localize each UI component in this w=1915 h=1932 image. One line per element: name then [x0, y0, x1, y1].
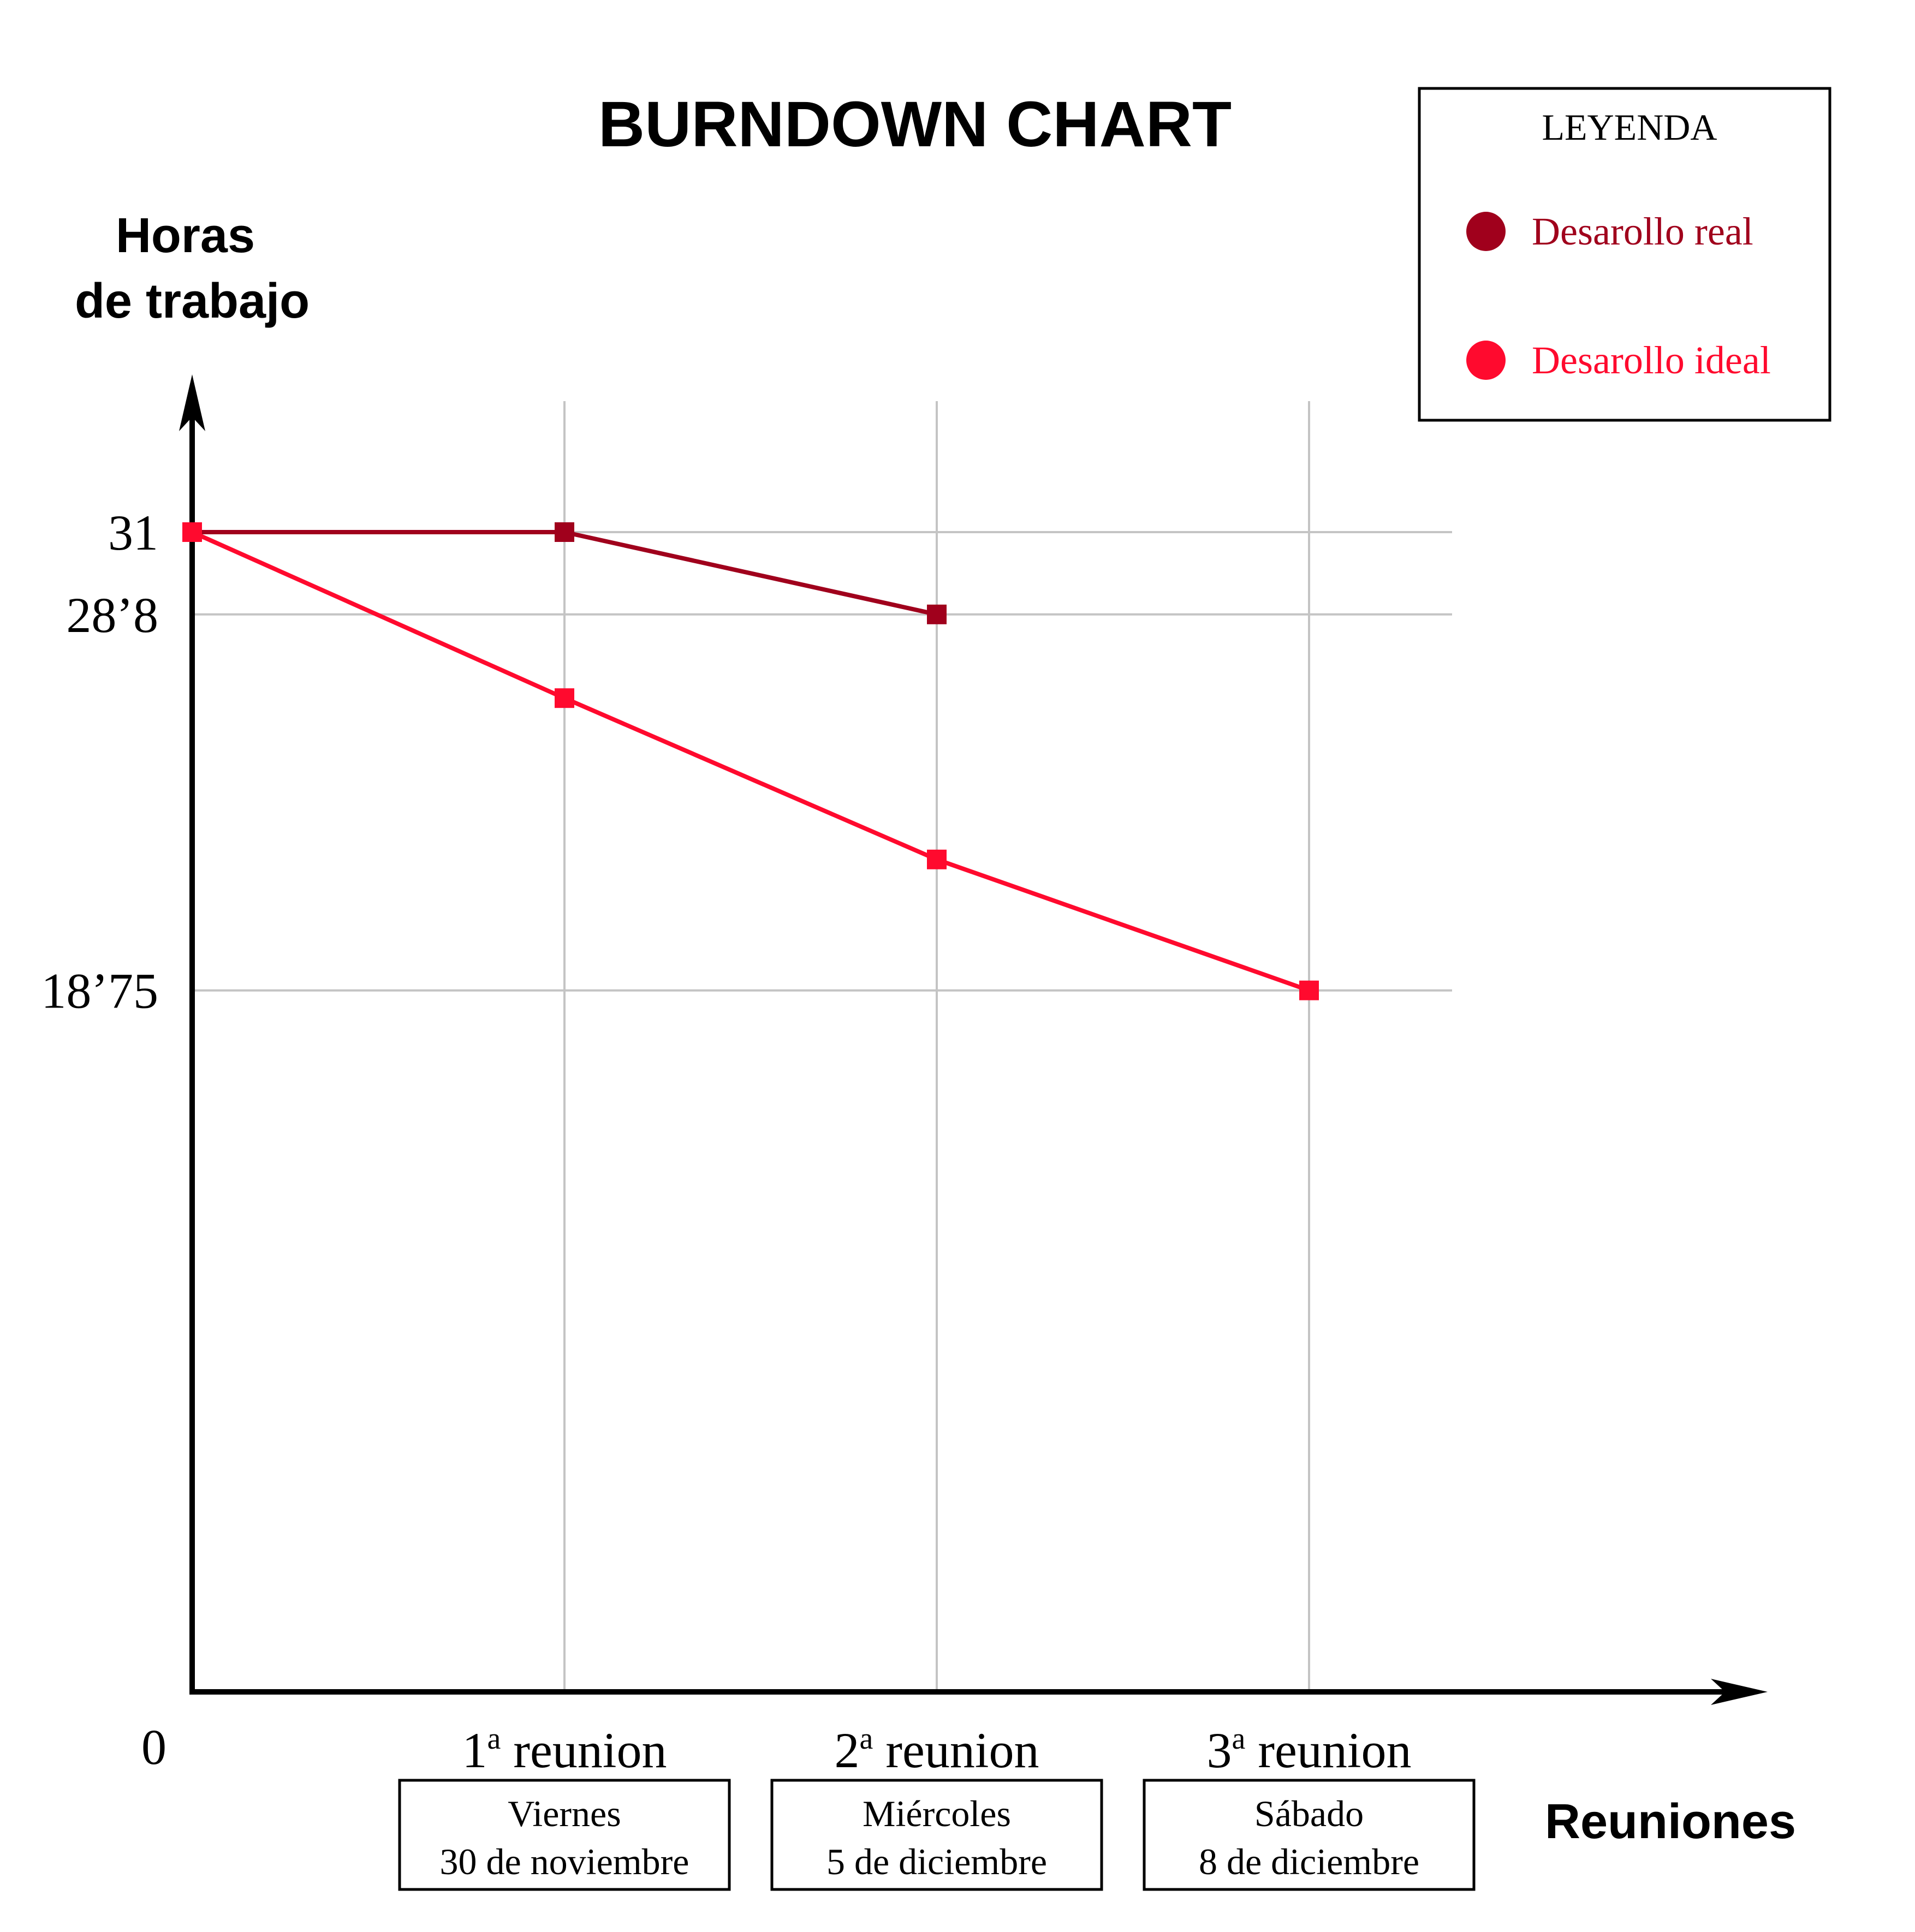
date-box	[1143, 1779, 1476, 1891]
date-box-date: 30 de noviembre	[440, 1841, 689, 1882]
x-axis-label: Reuniones	[1545, 1794, 1796, 1849]
axes	[179, 374, 1768, 1705]
data-point	[555, 688, 574, 708]
y-axis-label-line-2: de trabajo	[75, 274, 310, 329]
legend: LEYENDA Desarollo real Desarollo ideal	[1418, 87, 1831, 422]
series-lines	[191, 530, 1310, 993]
x-tick-superscript: a	[860, 1722, 873, 1756]
date-box-day: Sábado	[1254, 1793, 1364, 1834]
date-box-day: Miércoles	[863, 1793, 1011, 1834]
y-tick-labels: 31 28’8 18’75	[41, 505, 158, 1019]
x-tick-label: 2a reunion	[835, 1722, 1039, 1778]
data-point	[927, 604, 947, 624]
x-tick-label: 1a reunion	[462, 1722, 667, 1778]
x-tick-superscript: a	[487, 1722, 501, 1756]
y-tick-label: 31	[108, 505, 158, 560]
x-tick-ordinal: 2	[835, 1722, 860, 1778]
data-point	[182, 522, 202, 542]
date-box-date: 8 de diciembre	[1199, 1841, 1419, 1882]
date-box-day: Viernes	[508, 1793, 621, 1834]
y-tick-label: 18’75	[41, 963, 158, 1019]
x-tick-word: reunion	[501, 1722, 667, 1778]
y-tick-label: 28’8	[66, 587, 158, 643]
grid-lines	[192, 401, 1452, 1692]
series-line	[191, 530, 1310, 993]
x-tick-label: 3a reunion	[1207, 1722, 1412, 1778]
origin-label: 0	[141, 1719, 166, 1775]
date-box	[398, 1779, 731, 1891]
x-tick-ordinal: 1	[462, 1722, 487, 1778]
x-tick-word: reunion	[873, 1722, 1039, 1778]
y-axis-label-line-1: Horas	[116, 208, 255, 263]
legend-title: LEYENDA	[1542, 106, 1717, 148]
x-tick-ordinal: 3	[1207, 1722, 1232, 1778]
data-points	[182, 522, 1319, 1000]
data-point	[1299, 980, 1319, 1000]
y-axis-label: Horas de trabajo	[75, 208, 310, 329]
data-point	[555, 522, 574, 542]
chart-title: BURNDOWN CHART	[598, 88, 1232, 160]
legend-box	[1418, 87, 1831, 422]
x-tick-superscript: a	[1232, 1722, 1246, 1756]
date-box	[770, 1779, 1103, 1891]
legend-marker-real	[1466, 212, 1506, 251]
x-axis-arrow	[1711, 1679, 1768, 1705]
legend-label-real: Desarollo real	[1532, 210, 1753, 253]
data-point	[927, 849, 947, 869]
legend-marker-ideal	[1466, 341, 1506, 380]
legend-label-ideal: Desarollo ideal	[1532, 338, 1771, 382]
y-axis-arrow	[179, 374, 205, 431]
x-tick-word: reunion	[1245, 1722, 1411, 1778]
date-box-date: 5 de diciembre	[826, 1841, 1047, 1882]
